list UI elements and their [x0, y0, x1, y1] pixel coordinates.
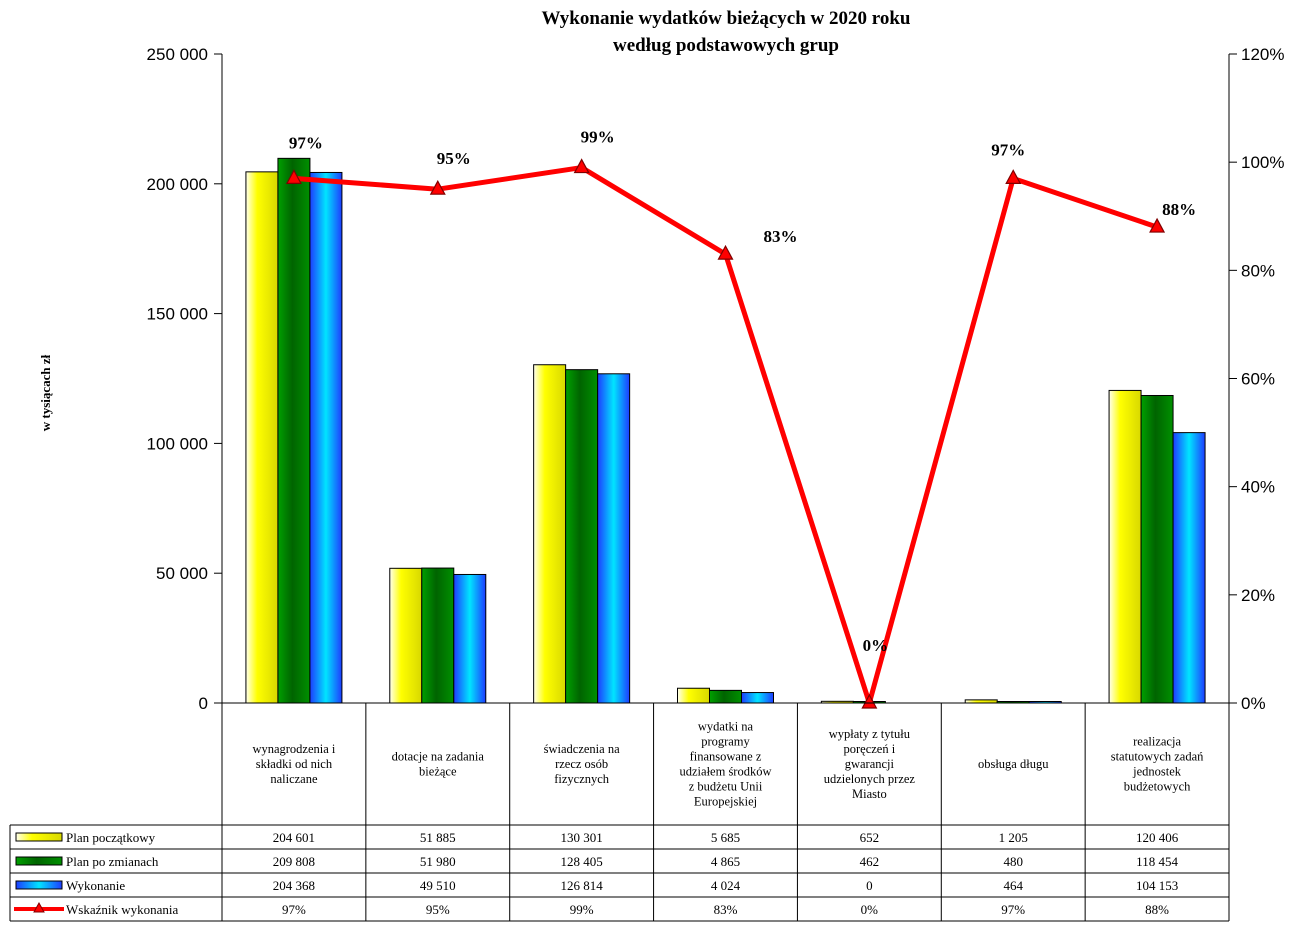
- table-cell: 51 885: [420, 830, 456, 845]
- table-cell: 462: [860, 854, 880, 869]
- table-cell: 204 601: [273, 830, 315, 845]
- table-cell: 118 454: [1136, 854, 1178, 869]
- bar: [709, 689, 742, 704]
- table-cell: 126 814: [561, 878, 604, 893]
- completion-line: 97% 95% 99% 83% 0% 97% 88%: [285, 128, 1196, 709]
- y2-tick-label: 120%: [1241, 45, 1284, 64]
- point-label: 95%: [437, 149, 471, 168]
- chart-title-line-2: według podstawowych grup: [613, 35, 839, 56]
- y2-tick-label: 60%: [1241, 370, 1275, 389]
- table-cell: 1 205: [999, 830, 1028, 845]
- chart-title: Wykonanie wydatków bieżących w 2020 roku…: [542, 8, 911, 56]
- table-cell: 130 301: [561, 830, 603, 845]
- table-cell: 204 368: [273, 878, 315, 893]
- y-tick-label: 50 000: [156, 564, 208, 583]
- y-tick-label: 250 000: [147, 45, 208, 64]
- line-marker: [717, 244, 734, 260]
- y-tick-label: 0: [199, 694, 208, 713]
- category-label: realizacja statutowych zadań jednostek budż…: [1111, 735, 1204, 794]
- table-cell: 88%: [1145, 902, 1169, 917]
- table-cell: 0: [866, 878, 873, 893]
- bar: [277, 157, 311, 704]
- category-label: obsługa długu: [978, 757, 1049, 771]
- legend-key: [15, 832, 63, 842]
- table-cell: 49 510: [420, 878, 456, 893]
- table-cell: 209 808: [273, 854, 315, 869]
- y-axis-right: 120% 100% 80% 60% 40% 20% 0%: [1228, 45, 1284, 713]
- point-label: 88%: [1162, 200, 1196, 219]
- bar: [309, 171, 343, 704]
- category-label: wynagrodzenia i składki od nich naliczane: [252, 742, 335, 786]
- legend-label: Plan po zmianach: [66, 854, 159, 869]
- bar: [421, 567, 455, 704]
- y-axis-title: w tysiącach zł: [38, 354, 53, 431]
- data-table: wynagrodzenia i składki od nich naliczane d…: [9, 702, 1230, 922]
- table-cell: 104 153: [1136, 878, 1178, 893]
- table-cell: 4 865: [711, 854, 740, 869]
- y2-tick-label: 0%: [1241, 694, 1266, 713]
- line-marker: [1005, 169, 1022, 184]
- legend-label: Plan początkowy: [66, 830, 156, 845]
- bars: [245, 157, 1206, 704]
- line-marker: [285, 169, 302, 184]
- point-label: 99%: [581, 128, 615, 147]
- line-marker: [429, 179, 446, 195]
- table-cell: 95%: [426, 902, 450, 917]
- table-cell: 99%: [570, 902, 594, 917]
- y2-tick-label: 100%: [1241, 153, 1284, 172]
- category-label: dotacje na zadania bieżące: [392, 750, 485, 779]
- chart-title-line-1: Wykonanie wydatków bieżących w 2020 roku: [542, 8, 911, 29]
- table-cell: 480: [1003, 854, 1023, 869]
- line-marker: [573, 158, 590, 174]
- table-cell: 464: [1003, 878, 1023, 893]
- table-cell: 4 024: [711, 878, 741, 893]
- bar: [245, 171, 279, 704]
- line-marker: [861, 693, 878, 709]
- y-axis-left: 250 000 200 000 150 000 100 000 50 000 0: [147, 45, 223, 713]
- table-cell: 120 406: [1136, 830, 1179, 845]
- table-cell: 51 980: [420, 854, 456, 869]
- legend-marker: [33, 901, 45, 913]
- table-cell: 652: [860, 830, 880, 845]
- table-cell: 97%: [1001, 902, 1025, 917]
- bar: [677, 687, 710, 704]
- y2-tick-label: 80%: [1241, 261, 1275, 280]
- point-label: 97%: [991, 140, 1025, 159]
- line-marker: [1149, 217, 1166, 233]
- bar: [453, 573, 487, 704]
- point-label: 83%: [764, 227, 798, 246]
- bar: [1140, 394, 1174, 704]
- table-cell: 128 405: [561, 854, 603, 869]
- table-cell: 97%: [282, 902, 306, 917]
- point-label: 97%: [289, 133, 323, 152]
- y-tick-label: 100 000: [147, 434, 208, 453]
- bar: [565, 369, 599, 704]
- category-label: świadczenia na rzecz osób fizycznych: [544, 742, 620, 786]
- legend-label: Wykonanie: [66, 878, 125, 893]
- category-label: wydatki na programy finansowane z udziałem …: [680, 720, 772, 809]
- table-cell: 5 685: [711, 830, 740, 845]
- y-tick-label: 200 000: [147, 175, 208, 194]
- point-label: 0%: [863, 636, 889, 655]
- table-cell: 83%: [714, 902, 738, 917]
- y-tick-label: 150 000: [147, 305, 208, 324]
- legend-key: [15, 856, 63, 866]
- bar: [1172, 432, 1206, 704]
- bar: [389, 567, 423, 704]
- category-label: wypłaty z tytułu poręczeń i gwarancji udzie…: [824, 727, 916, 801]
- legend-key: [15, 880, 63, 890]
- y2-tick-label: 20%: [1241, 586, 1275, 605]
- bar: [741, 692, 774, 704]
- legend-label: Wskaźnik wykonania: [66, 902, 179, 917]
- bar: [1108, 389, 1142, 704]
- table-cell: 0%: [861, 902, 879, 917]
- bar: [597, 373, 631, 704]
- y2-tick-label: 40%: [1241, 478, 1275, 497]
- bar: [533, 364, 567, 704]
